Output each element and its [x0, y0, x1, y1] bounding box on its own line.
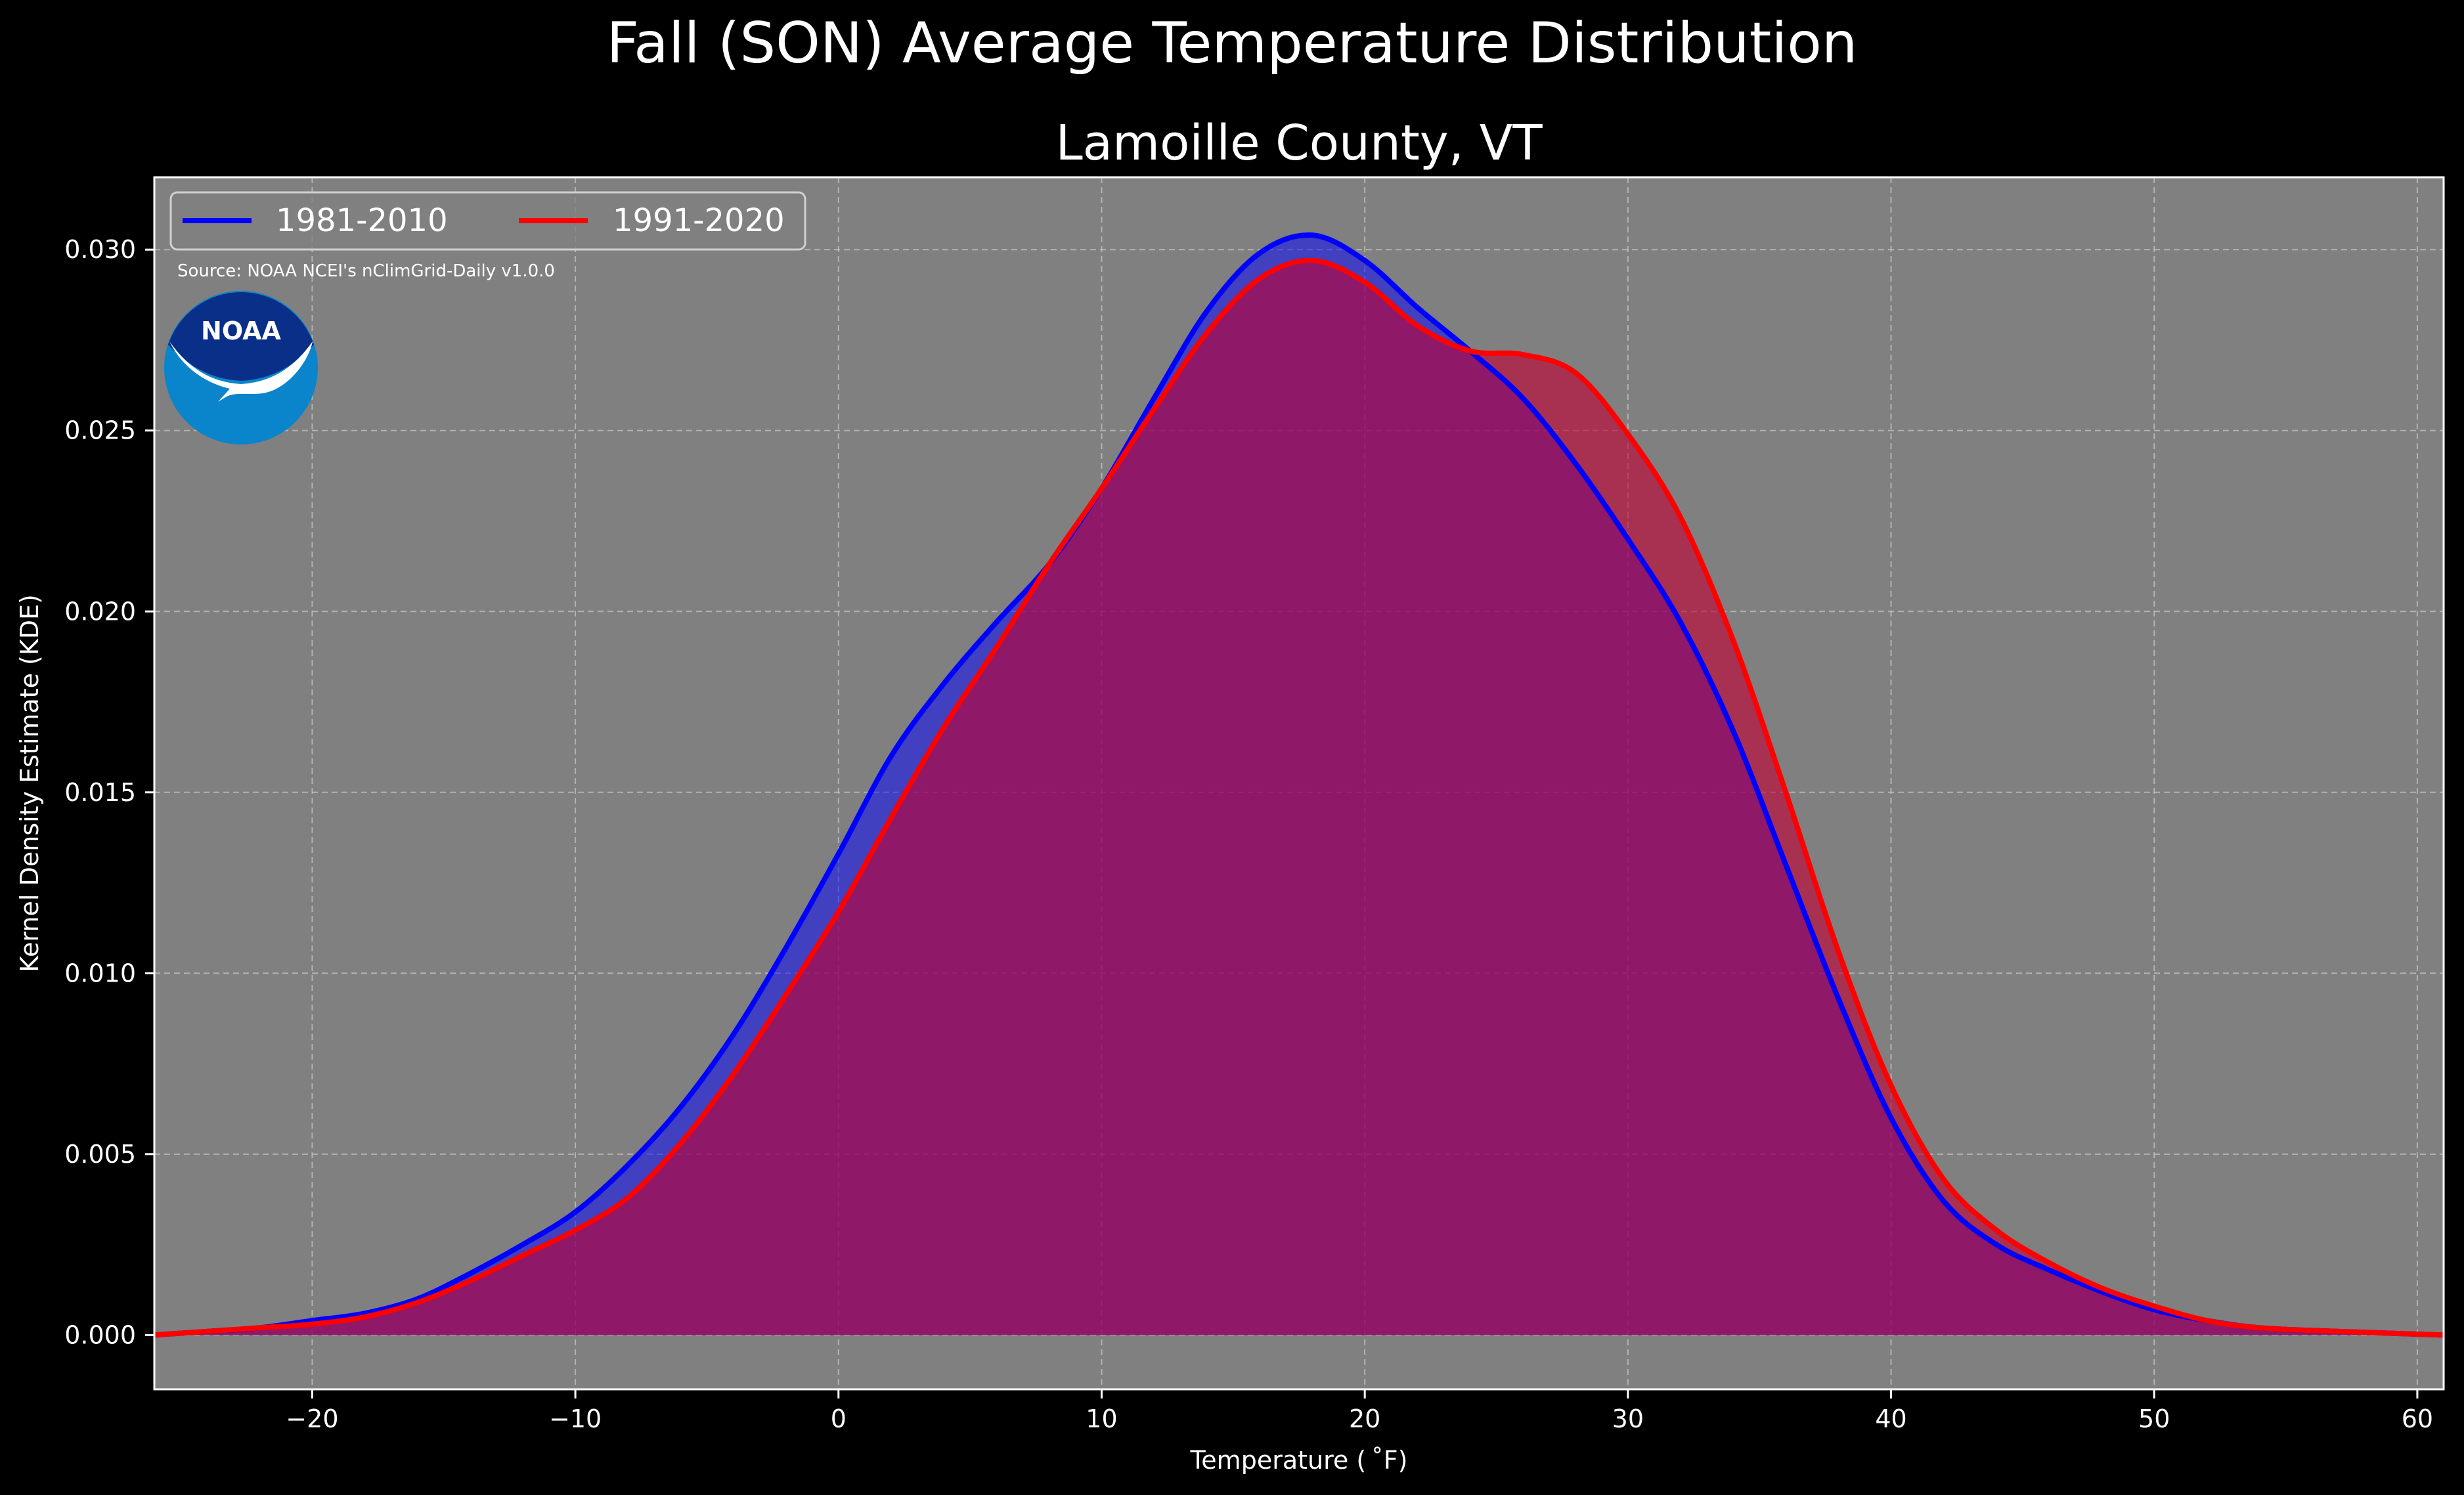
x-tick-label: 30 — [1612, 1404, 1644, 1433]
x-tick-label: −20 — [286, 1404, 338, 1433]
x-tick-label: 20 — [1349, 1404, 1380, 1433]
noaa-logo: NOAA — [164, 291, 318, 444]
series-area-1991-2020 — [154, 260, 2444, 1335]
noaa-logo-bird — [169, 341, 313, 402]
x-tick-label: 0 — [831, 1404, 847, 1433]
y-axis-label: Kernel Density Estimate (KDE) — [15, 594, 44, 972]
series-layer — [154, 232, 2444, 1338]
x-tick-label: −10 — [549, 1404, 602, 1433]
noaa-logo-text: NOAA — [201, 316, 281, 345]
noaa-logo-sky — [168, 292, 314, 381]
x-tick-label: 40 — [1875, 1404, 1906, 1433]
chart-title: Fall (SON) Average Temperature Distribut… — [607, 11, 1858, 76]
series-line-1981-2010 — [154, 232, 2444, 1338]
y-tick-label: 0.025 — [64, 416, 136, 445]
plot-frame — [153, 176, 2445, 1391]
x-tick-label: 50 — [2138, 1404, 2170, 1433]
y-tick-label: 0.010 — [64, 959, 136, 987]
axis-ticks: −20 −10 0 10 20 30 40 50 60 0.000 0.005 0.010 0.015 0… — [64, 235, 2433, 1433]
legend-label-1981-2010: 1981-2010 — [276, 202, 448, 239]
x-tick-label: 10 — [1086, 1404, 1117, 1433]
legend: 1981-2010 1991-2020 — [169, 191, 806, 251]
legend-box — [169, 191, 806, 251]
series-line-1991-2020 — [154, 257, 2444, 1338]
x-tick-label: 60 — [2402, 1404, 2433, 1433]
y-tick-label: 0.000 — [64, 1320, 136, 1349]
x-axis-label: Temperature ( ˚F) — [1190, 1446, 1408, 1475]
y-tick-label: 0.020 — [64, 597, 136, 626]
y-tick-label: 0.030 — [64, 235, 136, 264]
legend-label-1991-2020: 1991-2020 — [613, 202, 785, 239]
y-tick-label: 0.005 — [64, 1140, 136, 1169]
chart-subtitle: Lamoille County, VT — [1055, 115, 1543, 171]
source-annotation: Source: NOAA NCEI's nClimGrid-Daily v1.0… — [177, 261, 555, 281]
y-tick-label: 0.015 — [64, 778, 136, 807]
